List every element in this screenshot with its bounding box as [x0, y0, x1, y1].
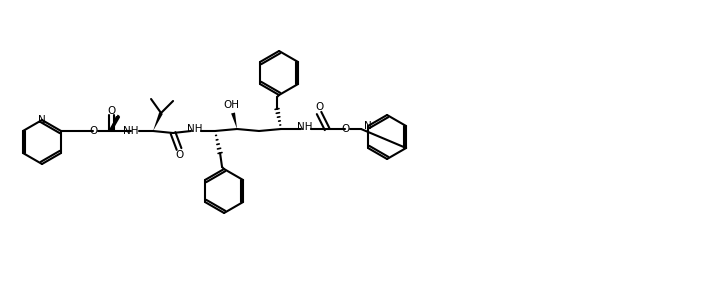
Text: OH: OH	[223, 100, 239, 110]
Text: O: O	[89, 126, 97, 136]
Text: N: N	[364, 121, 372, 131]
Text: NH: NH	[298, 122, 313, 132]
Polygon shape	[231, 112, 237, 129]
Text: N: N	[38, 115, 46, 125]
Text: NH: NH	[124, 126, 139, 136]
Text: O: O	[315, 102, 323, 112]
Text: O: O	[107, 106, 115, 116]
Polygon shape	[153, 112, 163, 131]
Text: O: O	[341, 124, 349, 134]
Text: NH: NH	[187, 124, 203, 134]
Text: O: O	[175, 150, 183, 160]
